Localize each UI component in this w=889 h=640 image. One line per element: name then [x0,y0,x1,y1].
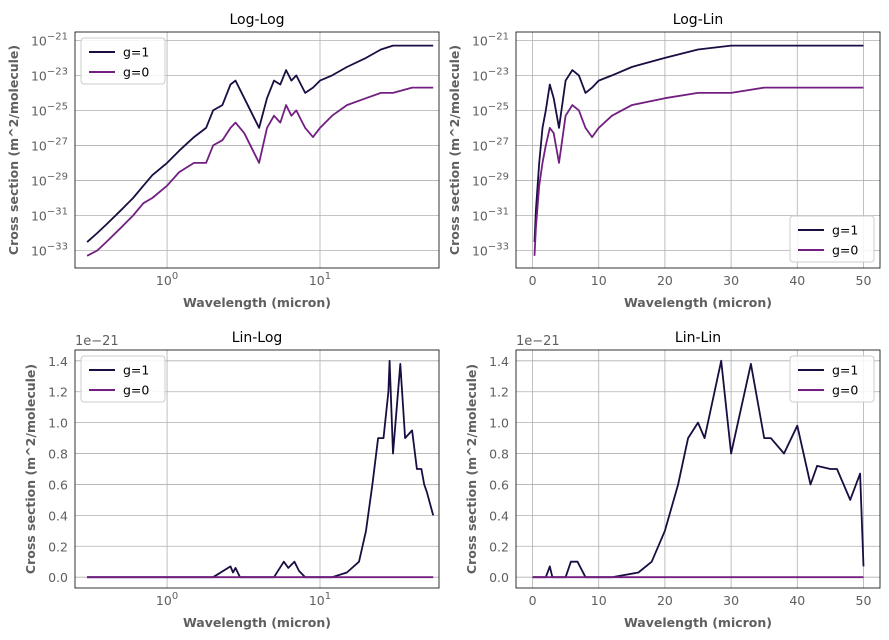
y-axis-label: Cross section (m^2/molecule) [447,45,462,255]
y-axis-label: Cross section (m^2/molecule) [23,364,38,574]
x-tick-label: 20 [657,593,673,608]
subplot-4: 0 10 20 30 40 50 0.0 0.2 0.4 0.6 0.8 1.0 1.2 1.4 Lin-L… [464,330,881,630]
legend-label: g=1 [123,363,149,378]
y-tick-label: 10−21 [472,31,509,48]
y-tick-label: 0.2 [48,539,68,554]
x-axis-label: Wavelength (micron) [624,295,772,310]
x-tick-label: 101 [309,591,331,608]
y-tick-label: 0.0 [489,570,509,585]
y-tick-label: 0.4 [48,508,68,523]
plot-frame [515,349,881,589]
y-tick-label: 1.0 [489,416,509,431]
plot-frame [74,349,440,589]
y-tick-label: 10−31 [472,206,509,223]
axis-offset-text: 1e−21 [516,334,560,349]
subplot-title: Log-Lin [673,12,724,28]
legend-label: g=0 [123,65,149,80]
y-tick-label: 10−33 [472,241,509,258]
subplot-2: 0 10 20 30 40 50 10−21 10−23 10−25 10−27 10−29 10−3… [447,12,881,310]
x-axis-label: Wavelength (micron) [183,615,331,630]
x-tick-label: 40 [789,593,805,608]
series-line-g=0 [533,86,864,256]
series-line-g=0 [86,86,434,257]
series-line-g=1 [86,44,434,243]
y-axis-label: Cross section (m^2/molecule) [464,364,479,574]
legend-label: g=1 [832,363,858,378]
legend: g=1g=0 [80,37,166,85]
x-axis-label: Wavelength (micron) [183,295,331,310]
y-tick-label: 0.8 [48,447,68,462]
y-tick-label: 1.2 [489,385,509,400]
legend-label: g=1 [123,45,149,60]
y-tick-label: 10−25 [472,101,509,118]
x-tick-label: 100 [156,591,178,608]
y-tick-label: 10−25 [31,101,68,118]
legend: g=1g=0 [789,215,875,263]
y-axis-label: Cross section (m^2/molecule) [6,45,21,255]
x-tick-label: 101 [309,271,331,288]
x-tick-label: 0 [529,273,537,288]
x-tick-label: 0 [529,593,537,608]
legend-label: g=0 [123,383,149,398]
y-tick-label: 10−23 [472,66,509,83]
legend: g=1g=0 [80,355,166,403]
x-tick-label: 100 [156,271,178,288]
series-line-g=1 [533,44,864,243]
y-tick-label: 10−31 [31,206,68,223]
y-tick-label: 10−27 [31,136,68,153]
y-tick-label: 10−21 [31,31,68,48]
y-tick-label: 0.0 [48,570,68,585]
series-line-g=1 [532,359,865,579]
subplot-title: Log-Log [229,12,284,28]
y-tick-label: 0.6 [489,477,509,492]
y-tick-label: 10−29 [31,171,68,188]
y-tick-label: 10−23 [31,66,68,83]
x-tick-label: 50 [856,593,872,608]
x-tick-label: 30 [723,593,739,608]
y-tick-label: 0.2 [489,539,509,554]
x-tick-label: 20 [657,273,673,288]
y-tick-label: 10−27 [472,136,509,153]
y-tick-label: 1.4 [489,354,509,369]
x-tick-label: 10 [591,593,607,608]
legend-label: g=1 [832,223,858,238]
legend: g=1g=0 [789,355,875,403]
y-tick-label: 10−29 [472,171,509,188]
y-tick-label: 1.2 [48,385,68,400]
subplot-1: 100 101 10−21 10−23 10−25 10−27 10−29 10−31 10−3… [6,12,440,310]
legend-label: g=0 [832,243,858,258]
subplot-title: Lin-Lin [675,330,721,346]
y-tick-label: 0.6 [48,477,68,492]
y-tick-label: 1.4 [48,354,68,369]
axis-offset-text: 1e−21 [75,334,119,349]
y-tick-label: 0.8 [489,447,509,462]
subplot-3: 100 101 0.0 0.2 0.4 0.6 0.8 1.0 1.2 1.4 Lin-Log Wav… [23,330,440,630]
x-tick-label: 40 [789,273,805,288]
y-tick-label: 1.0 [48,416,68,431]
x-axis-label: Wavelength (micron) [624,615,772,630]
y-tick-label: 10−33 [31,241,68,258]
x-tick-label: 50 [856,273,872,288]
x-tick-label: 10 [591,273,607,288]
plot-frame [74,31,440,269]
y-tick-label: 0.4 [489,508,509,523]
legend-label: g=0 [832,383,858,398]
subplot-title: Lin-Log [232,330,283,346]
plot-frame [515,31,881,269]
x-tick-label: 30 [723,273,739,288]
